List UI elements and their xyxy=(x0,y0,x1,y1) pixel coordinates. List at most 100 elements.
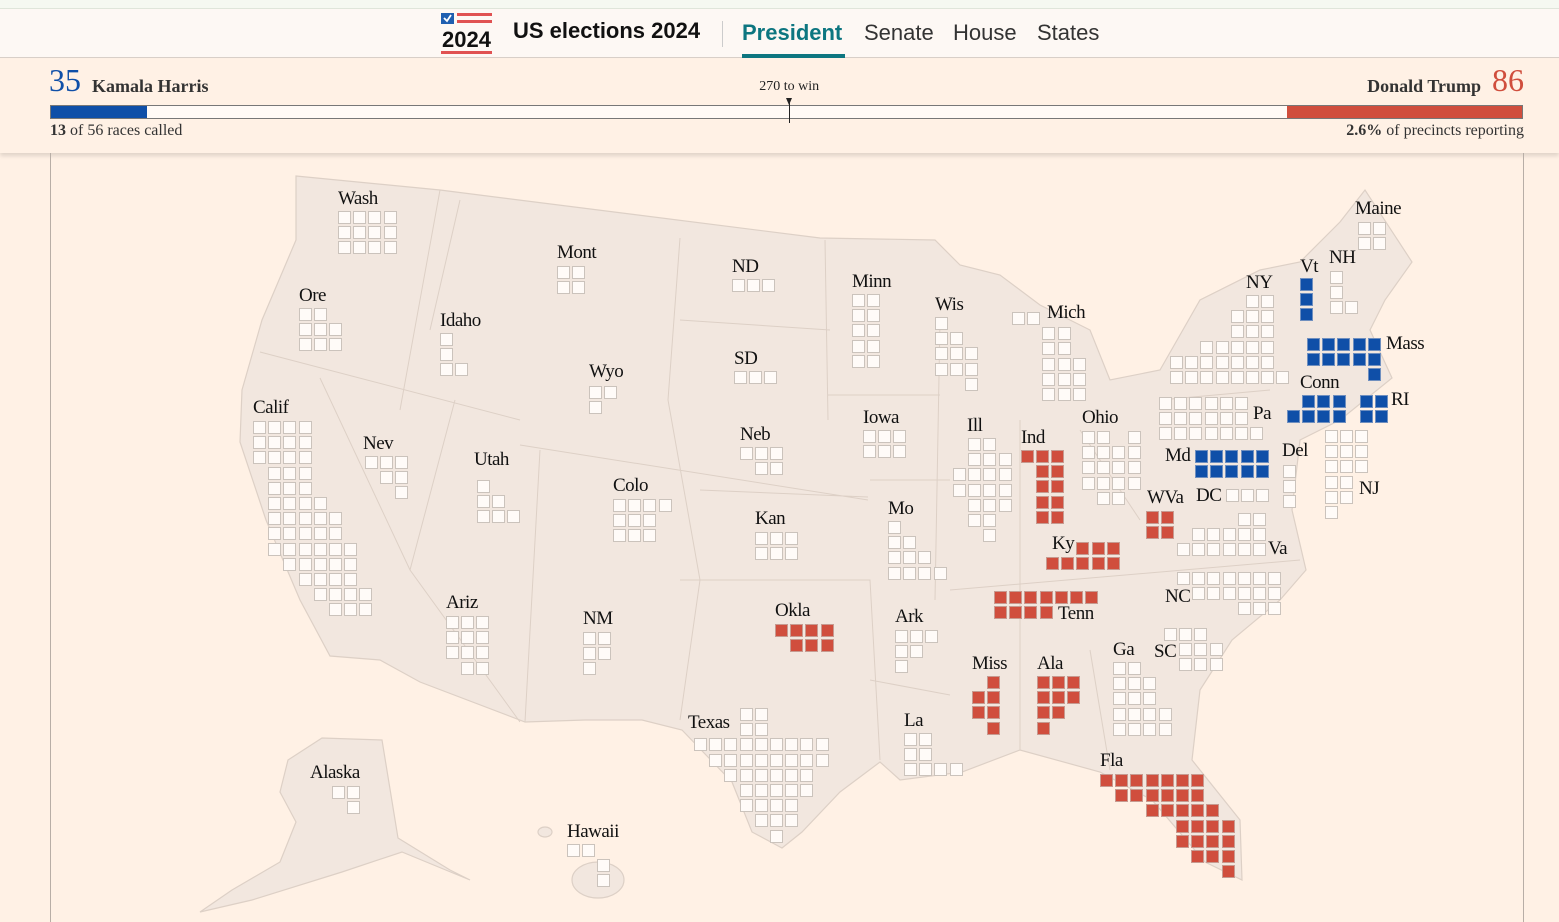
state-label: Minn xyxy=(852,271,892,292)
electoral-vote-square xyxy=(1113,677,1126,691)
electoral-vote-square xyxy=(313,557,327,571)
electoral-vote-square xyxy=(1340,460,1354,474)
electoral-vote-square xyxy=(299,338,312,352)
electoral-vote-square xyxy=(1207,543,1221,557)
electoral-vote-square xyxy=(1261,371,1275,384)
site-title[interactable]: US elections 2024 xyxy=(513,18,701,43)
electoral-vote-square xyxy=(1174,412,1188,426)
state-label: NJ xyxy=(1359,478,1380,499)
precincts-reporting: 2.6% of precincts reporting xyxy=(1346,122,1524,140)
electoral-vote-square xyxy=(965,347,979,361)
ev-progress-bar xyxy=(50,105,1523,119)
elections-2024-logo[interactable]: 2024 xyxy=(441,13,493,55)
electoral-vote-square xyxy=(1082,476,1095,490)
electoral-vote-square xyxy=(268,497,282,510)
tab-states[interactable]: States xyxy=(1037,20,1100,45)
electoral-vote-square xyxy=(298,497,312,510)
electoral-vote-square xyxy=(1082,431,1095,444)
electoral-vote-square xyxy=(1160,804,1174,818)
electoral-vote-square xyxy=(1237,513,1251,526)
electoral-vote-square xyxy=(329,557,342,571)
electoral-vote-square xyxy=(1261,325,1275,339)
electoral-vote-square xyxy=(1191,804,1205,818)
electoral-vote-square xyxy=(934,763,948,777)
electoral-vote-square xyxy=(1352,338,1366,351)
electoral-vote-square xyxy=(1176,774,1189,787)
electoral-vote-square xyxy=(1143,677,1157,691)
electoral-vote-square xyxy=(1161,526,1175,540)
electoral-vote-square xyxy=(1230,340,1244,354)
state-label: Mo xyxy=(888,498,914,519)
electoral-vote-square xyxy=(1192,572,1206,585)
hawaii-island-shape xyxy=(537,826,553,838)
electoral-vote-square xyxy=(1097,446,1111,460)
electoral-vote-square xyxy=(739,799,753,813)
electoral-vote-square xyxy=(918,551,932,565)
tab-president[interactable]: President xyxy=(742,20,843,45)
electoral-vote-square xyxy=(368,226,382,240)
electoral-vote-square xyxy=(1191,774,1205,787)
electoral-vote-square xyxy=(968,498,982,512)
electoral-vote-square xyxy=(628,514,642,528)
state-label: Ill xyxy=(967,415,983,436)
electoral-vote-square xyxy=(492,510,506,524)
electoral-vote-square xyxy=(440,348,453,362)
electoral-vote-square xyxy=(368,241,382,255)
nav-divider xyxy=(722,21,723,47)
electoral-vote-square xyxy=(1054,591,1068,604)
electoral-vote-square xyxy=(1222,528,1236,542)
electoral-vote-square xyxy=(1226,489,1239,502)
electoral-vote-square xyxy=(867,339,881,353)
electoral-vote-square xyxy=(1246,371,1259,384)
tab-house[interactable]: House xyxy=(953,20,1017,45)
electoral-vote-square xyxy=(1179,628,1193,641)
electoral-vote-square xyxy=(1246,295,1259,308)
electoral-vote-square xyxy=(1255,450,1269,463)
electoral-vote-square xyxy=(298,512,312,526)
electoral-vote-square xyxy=(1261,310,1275,324)
state-label: Wash xyxy=(338,188,378,209)
electoral-vote-square xyxy=(1246,340,1259,354)
electoral-vote-square xyxy=(313,588,327,602)
electoral-vote-square xyxy=(1051,450,1065,463)
electoral-vote-square xyxy=(1192,528,1206,542)
electoral-vote-square xyxy=(1052,691,1066,705)
tab-senate[interactable]: Senate xyxy=(864,20,934,45)
electoral-vote-square xyxy=(329,588,342,602)
electoral-vote-square xyxy=(888,521,901,534)
state-label: WVa xyxy=(1147,487,1184,508)
state-label: Ky xyxy=(1052,533,1075,554)
electoral-vote-square xyxy=(1206,834,1220,848)
electoral-vote-square xyxy=(1115,774,1129,787)
electoral-vote-square xyxy=(1209,658,1223,672)
electoral-vote-square xyxy=(755,447,769,460)
state-label: NC xyxy=(1165,586,1191,607)
map-frame-right xyxy=(1523,153,1524,922)
to-win-label: 270 to win xyxy=(759,79,820,94)
electoral-vote-square xyxy=(572,281,586,295)
electoral-vote-square xyxy=(314,323,328,337)
electoral-vote-square xyxy=(589,401,602,415)
state-label: La xyxy=(904,710,924,731)
races-called: 13 of 56 races called xyxy=(50,122,182,140)
electoral-vote-square xyxy=(770,799,783,813)
electoral-vote-square xyxy=(800,768,814,782)
electoral-vote-square xyxy=(1067,691,1081,705)
electoral-vote-square xyxy=(983,529,997,543)
electoral-vote-square xyxy=(353,226,367,240)
electoral-vote-square xyxy=(1106,557,1120,571)
electoral-vote-square xyxy=(987,721,1001,735)
electoral-vote-square xyxy=(1325,430,1338,443)
electoral-vote-square xyxy=(1373,222,1387,235)
electoral-vote-square xyxy=(440,363,453,377)
electoral-vote-square xyxy=(740,447,753,460)
electoral-vote-square xyxy=(1091,542,1105,555)
electoral-vote-square xyxy=(754,814,768,828)
electoral-vote-square xyxy=(1195,450,1208,463)
state-label: Hawaii xyxy=(567,821,619,842)
electoral-vote-square xyxy=(893,445,907,459)
electoral-vote-square xyxy=(919,763,933,777)
electoral-vote-square xyxy=(785,784,799,797)
electoral-vote-square xyxy=(1115,789,1129,803)
electoral-vote-square xyxy=(1143,722,1157,736)
